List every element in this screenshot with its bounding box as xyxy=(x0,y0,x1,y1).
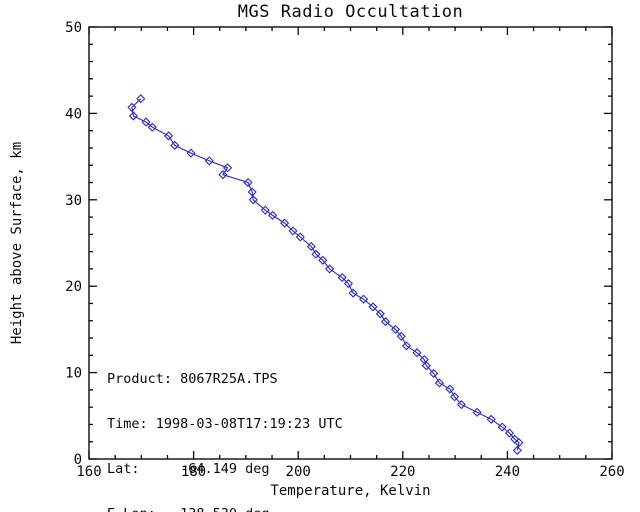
y-tick-label: 40 xyxy=(65,106,82,122)
data-point-marker xyxy=(260,205,270,215)
data-point-marker xyxy=(456,399,466,410)
data-point-marker xyxy=(434,378,444,388)
data-point-marker xyxy=(306,241,316,252)
data-point-marker xyxy=(449,392,460,402)
data-point-marker xyxy=(243,177,253,188)
data-point-marker xyxy=(514,438,524,448)
annotation-line-elon: E Lon: 138.530 deg xyxy=(107,507,343,512)
data-point-marker xyxy=(325,264,335,274)
data-point-marker xyxy=(128,111,139,121)
data-point-marker xyxy=(504,428,515,438)
x-tick-label: 200 xyxy=(286,464,311,480)
data-point-marker xyxy=(472,407,482,417)
data-point-marker xyxy=(141,117,151,127)
data-point-marker xyxy=(348,288,358,298)
data-point-marker xyxy=(396,331,406,341)
data-point-marker xyxy=(136,94,146,104)
data-point-marker xyxy=(486,414,496,424)
data-point-marker xyxy=(223,163,233,173)
y-axis-label: Height above Surface, km xyxy=(9,141,25,345)
annotation-block: Product: 8067R25A.TPS Time: 1998-03-08T1… xyxy=(107,342,343,512)
data-point-marker xyxy=(147,122,157,132)
data-point-marker xyxy=(343,279,353,289)
data-point-marker xyxy=(295,232,305,242)
data-point-marker xyxy=(358,294,369,304)
x-tick-label: 260 xyxy=(599,464,624,480)
data-point-marker xyxy=(445,384,455,394)
annotation-line-time: Time: 1998-03-08T17:19:23 UTC xyxy=(107,416,343,432)
y-tick-label: 50 xyxy=(65,20,82,36)
y-tick-label: 20 xyxy=(65,279,82,295)
x-tick-label: 180 xyxy=(181,464,206,480)
x-axis-label: Temperature, Kelvin xyxy=(270,483,431,499)
y-tick-label: 10 xyxy=(65,366,82,382)
data-point-marker xyxy=(204,156,214,166)
data-point-marker xyxy=(127,102,137,112)
y-tick-label: 30 xyxy=(65,193,82,209)
data-point-marker xyxy=(512,445,522,455)
x-tick-label: 220 xyxy=(390,464,415,480)
data-point-marker xyxy=(337,272,347,283)
annotation-line-product: Product: 8067R25A.TPS xyxy=(107,371,278,387)
annotation-line-lat: Lat: -64.149 deg xyxy=(107,461,270,477)
data-point-marker xyxy=(280,218,290,228)
x-tick-label: 240 xyxy=(495,464,520,480)
data-point-marker xyxy=(401,341,412,351)
data-point-marker xyxy=(421,361,431,371)
y-tick-label: 0 xyxy=(74,452,82,468)
chart-title: MGS Radio Occultation xyxy=(237,2,464,22)
data-point-marker xyxy=(380,317,391,327)
x-tick-label: 160 xyxy=(76,464,101,480)
data-point-marker xyxy=(390,324,401,334)
data-point-marker xyxy=(375,309,385,319)
data-point-marker xyxy=(218,170,228,180)
data-point-marker xyxy=(429,368,439,379)
data-point-marker xyxy=(186,148,196,158)
data-point-marker xyxy=(170,140,180,150)
data-point-marker xyxy=(163,131,174,141)
data-point-marker xyxy=(368,302,378,312)
data-point-marker xyxy=(311,249,321,259)
data-point-marker xyxy=(248,195,258,205)
data-point-marker xyxy=(267,210,278,220)
data-point-marker xyxy=(247,187,257,197)
data-point-marker xyxy=(288,226,298,236)
data-point-marker xyxy=(318,255,328,265)
data-point-marker xyxy=(497,422,507,432)
data-point-marker xyxy=(412,348,422,358)
